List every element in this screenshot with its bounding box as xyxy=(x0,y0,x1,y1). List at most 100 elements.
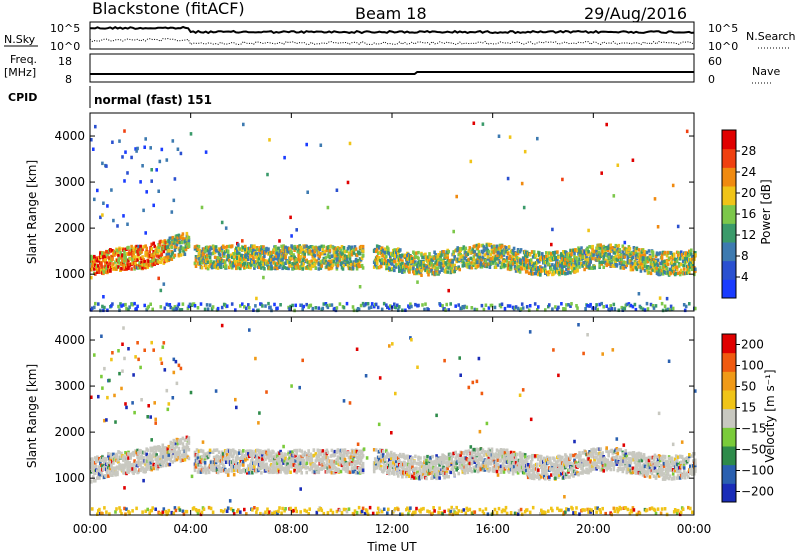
echo-cell xyxy=(496,248,500,252)
echo-cell xyxy=(249,247,252,251)
echo-cell xyxy=(155,461,158,466)
echo-cell xyxy=(634,251,638,255)
echo-cell xyxy=(200,205,204,210)
echo-cell xyxy=(510,257,514,261)
echo-cell xyxy=(104,258,107,262)
echo-cell xyxy=(197,449,201,453)
echo-cell xyxy=(263,455,266,459)
echo-cell xyxy=(241,239,244,243)
echo-cell xyxy=(99,252,102,256)
echo-cell xyxy=(532,250,536,254)
echo-cell xyxy=(320,467,324,471)
echo-cell xyxy=(327,259,331,264)
echo-cell xyxy=(262,245,265,249)
echo-cell xyxy=(567,303,570,307)
echo-cell xyxy=(436,262,439,266)
echo-cell xyxy=(437,258,440,262)
echo-cell xyxy=(285,467,288,472)
echo-cell xyxy=(561,177,564,182)
echo-cell xyxy=(622,266,626,270)
echo-cell xyxy=(563,264,566,268)
echo-cell xyxy=(339,254,343,259)
echo-cell xyxy=(151,253,154,257)
echo-cell xyxy=(254,249,257,253)
echo-cell xyxy=(652,258,656,262)
echo-cell xyxy=(230,469,234,473)
echo-cell xyxy=(355,267,359,271)
echo-cell xyxy=(671,306,675,311)
echo-cell xyxy=(193,261,197,265)
echo-cell xyxy=(239,257,242,261)
echo-cell xyxy=(296,263,299,267)
echo-cell xyxy=(658,251,662,255)
echo-cell xyxy=(172,370,176,375)
echo-cell xyxy=(444,270,447,274)
echo-cell xyxy=(585,255,588,259)
echo-cell xyxy=(511,248,515,253)
echo-cell xyxy=(275,248,278,252)
echo-cell xyxy=(645,250,649,255)
echo-cell xyxy=(224,456,228,460)
echo-cell xyxy=(181,436,185,441)
echo-cell xyxy=(199,462,203,466)
echo-cell xyxy=(289,459,292,463)
echo-cell xyxy=(271,457,274,461)
echo-cell xyxy=(154,421,157,425)
echo-cell xyxy=(142,456,145,460)
echo-cell xyxy=(589,260,592,264)
echo-cell xyxy=(263,247,266,252)
echo-cell xyxy=(637,248,641,252)
echo-cell xyxy=(165,158,169,162)
echo-cell xyxy=(350,253,354,257)
echo-cell xyxy=(428,252,431,256)
echo-cell xyxy=(656,258,660,262)
echo-cell xyxy=(134,147,137,151)
echo-cell xyxy=(322,244,326,249)
echo-cell xyxy=(165,461,169,466)
echo-cell xyxy=(519,248,523,252)
echo-cell xyxy=(616,258,620,262)
echo-cell xyxy=(571,266,574,270)
echo-cell xyxy=(153,401,156,405)
echo-cell xyxy=(439,255,442,260)
echo-cell xyxy=(575,266,578,270)
colorbar-tick-label: 4 xyxy=(741,270,749,284)
echo-cell xyxy=(287,465,290,470)
echo-cell xyxy=(174,508,178,513)
echo-cell xyxy=(507,256,511,261)
echo-cell xyxy=(133,255,136,259)
echo-cell xyxy=(291,303,294,308)
echo-cell xyxy=(142,478,145,483)
echo-cell xyxy=(456,246,459,250)
echo-cell xyxy=(448,261,451,265)
echo-cell xyxy=(427,308,430,312)
echo-cell xyxy=(251,449,254,454)
echo-cell xyxy=(655,266,659,270)
echo-cell xyxy=(316,448,320,452)
echo-cell xyxy=(306,190,309,194)
echo-cell xyxy=(663,259,667,263)
echo-cell xyxy=(226,506,230,510)
echo-cell xyxy=(494,261,498,266)
echo-cell xyxy=(120,266,123,271)
echo-cell xyxy=(168,241,172,245)
echo-cell xyxy=(168,462,172,467)
echo-cell xyxy=(108,259,111,263)
echo-cell xyxy=(275,452,278,456)
echo-cell xyxy=(97,302,100,306)
echo-cell xyxy=(216,459,220,463)
echo-cell xyxy=(594,306,597,310)
y-tick-label: 4000 xyxy=(54,129,85,143)
echo-cell xyxy=(522,258,526,262)
echo-cell xyxy=(278,239,281,243)
echo-cell xyxy=(127,307,130,312)
echo-cell xyxy=(569,248,572,253)
echo-cell xyxy=(199,302,203,306)
echo-cell xyxy=(554,305,557,309)
echo-cell xyxy=(538,253,541,258)
echo-cell xyxy=(104,261,107,266)
echo-cell xyxy=(299,254,302,259)
echo-cell xyxy=(123,250,126,254)
echo-cell xyxy=(259,511,262,516)
echo-cell xyxy=(386,264,389,269)
